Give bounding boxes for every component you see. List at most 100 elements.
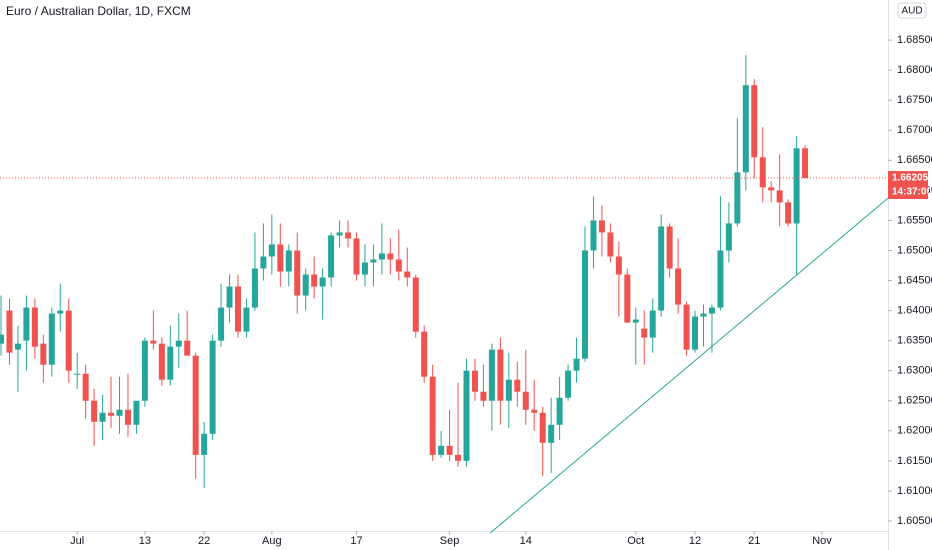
candle-body (268, 244, 275, 257)
candle-body (641, 328, 648, 338)
candle-body (108, 412, 115, 416)
candle-body (167, 346, 174, 380)
candle-body (598, 220, 605, 233)
candle-body (40, 343, 47, 365)
candle-body (336, 232, 343, 236)
candle-body (666, 226, 673, 269)
last-price-label: 1.66205 (892, 173, 929, 184)
y-tick-label: 1.61500 (897, 455, 932, 467)
candle-body (734, 172, 741, 224)
candle-body (658, 226, 665, 311)
y-tick-label: 1.67500 (897, 94, 932, 106)
candle-body (201, 433, 208, 455)
candle-body (218, 307, 225, 341)
candle-body (294, 250, 301, 296)
candle-body (556, 397, 563, 425)
candle-body (522, 391, 529, 410)
last-price-box (888, 171, 928, 200)
candle-body (311, 274, 318, 287)
candle-body (74, 373, 81, 375)
candle-body (6, 310, 13, 353)
candle-body (328, 235, 335, 278)
candle-body (463, 370, 470, 461)
candle-body (742, 85, 749, 173)
x-tick-label: Oct (627, 535, 644, 547)
candle-body (700, 313, 707, 317)
candle-body (802, 148, 809, 179)
candle-body (421, 331, 428, 377)
y-tick-label: 1.66500 (897, 154, 932, 166)
candle-body (387, 253, 394, 260)
candle-body (649, 310, 656, 338)
candle-body (582, 250, 589, 359)
candle-body (99, 412, 106, 422)
candle-body (378, 253, 385, 260)
currency-box[interactable] (897, 2, 927, 19)
candle-body (412, 277, 419, 332)
candle-body (692, 316, 699, 350)
candle-body (480, 391, 487, 401)
y-tick-label: 1.64500 (897, 274, 932, 286)
candle-body (277, 244, 284, 272)
candle-body (82, 373, 89, 401)
candle-body (488, 349, 495, 401)
candle-body (260, 256, 267, 269)
candle-body (548, 424, 555, 443)
candle-body (395, 259, 402, 272)
y-tick-label: 1.68500 (897, 34, 932, 46)
y-tick-label: 1.61000 (897, 485, 932, 497)
y-tick-label: 1.60500 (897, 515, 932, 527)
candle-body (158, 343, 165, 380)
candle-body (319, 277, 326, 287)
y-tick-label: 1.65500 (897, 214, 932, 226)
candle-body (209, 340, 216, 434)
x-tick-label: 17 (350, 535, 362, 547)
candle-body (57, 310, 64, 314)
candle-body (429, 376, 436, 455)
x-tick-label: Aug (262, 535, 282, 547)
candle-body (785, 202, 792, 224)
candle-body (446, 445, 453, 455)
candle-body (175, 340, 182, 347)
candle-body (65, 310, 72, 371)
candle-body (251, 268, 258, 308)
y-tick-label: 1.63500 (897, 335, 932, 347)
candle-body (285, 250, 292, 272)
y-tick-label: 1.63000 (897, 365, 932, 377)
candle-body (565, 370, 572, 398)
candle-body (353, 238, 360, 275)
x-tick-label: Sep (440, 535, 460, 547)
candle-body (404, 271, 411, 278)
candle-body (133, 400, 140, 425)
y-tick-label: 1.67000 (897, 124, 932, 136)
candle-body (632, 319, 639, 323)
candle-body (184, 340, 191, 356)
candle-body (141, 340, 148, 401)
candle-body (345, 232, 352, 239)
x-tick-label: Jul (70, 535, 84, 547)
candle-body (23, 307, 30, 341)
candle-body (234, 286, 241, 332)
x-tick-label: 13 (139, 535, 151, 547)
x-tick-label: 22 (198, 535, 210, 547)
candle-body (725, 223, 732, 251)
y-tick-label: 1.65000 (897, 244, 932, 256)
candle-body (243, 307, 250, 332)
candle-body (759, 157, 766, 188)
candle-body (124, 409, 131, 425)
candle-body (624, 274, 631, 323)
candle-body (708, 307, 715, 314)
currency-label[interactable]: AUD (901, 6, 922, 17)
candle-body (0, 334, 5, 344)
candle-body (590, 220, 597, 251)
candle-body (497, 349, 504, 401)
candle-body (48, 313, 55, 365)
candle-body (14, 343, 21, 350)
candle-body (150, 340, 157, 344)
candle-body (514, 379, 521, 392)
candle-body (91, 400, 98, 422)
candle-body (675, 268, 682, 305)
candle-body (531, 409, 538, 413)
candle-body (192, 355, 199, 455)
